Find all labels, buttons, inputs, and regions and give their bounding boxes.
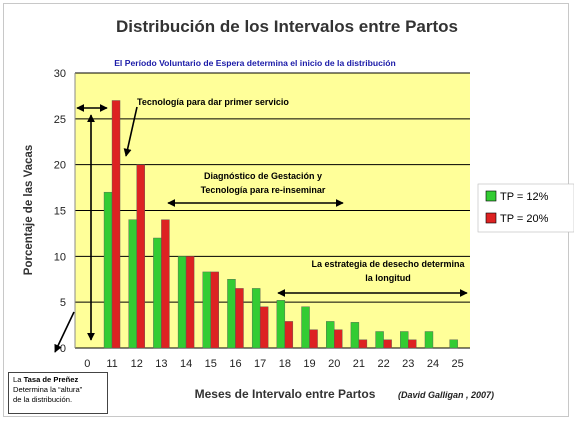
- y-axis-label: Porcentaje de las Vacas: [23, 145, 35, 275]
- bar-tp12-25: [449, 339, 458, 349]
- y-tick-label: 20: [54, 160, 66, 172]
- pregnancy-rate-note: La Tasa de Preñez Determina la “altura” …: [8, 372, 108, 414]
- legend: TP = 12% TP = 20%: [477, 183, 574, 233]
- chart-subtitle: El Período Voluntario de Espera determin…: [114, 58, 396, 68]
- bar-group: [103, 100, 458, 349]
- bar-tp20-18: [284, 321, 294, 349]
- bar-tp12-22: [375, 331, 384, 349]
- y-tick-labels: 0 5 10 15 20 25 30: [54, 68, 66, 355]
- annotation-culling-strategy-2: la longitud: [365, 273, 411, 283]
- bar-tp12-11: [103, 191, 113, 349]
- y-tick-label: 15: [54, 206, 66, 218]
- legend-swatch-tp20: [485, 212, 497, 224]
- annotation-pregnancy-diagnosis-2: Tecnología para re-inseminar: [201, 185, 326, 195]
- x-tick-label: 20: [328, 358, 340, 370]
- x-tick-label: 17: [254, 358, 266, 370]
- note-line2: Determina la “altura”: [13, 385, 83, 394]
- bar-tp20-20: [334, 329, 343, 349]
- bar-tp12-12: [128, 219, 137, 349]
- x-tick-label: 21: [353, 358, 365, 370]
- bar-tp12-18: [276, 300, 286, 349]
- bar-tp12-20: [326, 321, 335, 349]
- bar-tp20-12: [136, 164, 145, 349]
- y-tick-label: 25: [54, 114, 66, 126]
- x-axis-label: Meses de Intervalo entre Partos: [195, 387, 376, 401]
- bar-tp12-21: [350, 322, 360, 349]
- bar-tp12-15: [202, 271, 211, 349]
- x-tick-label: 19: [303, 358, 315, 370]
- y-tick-label: 30: [54, 68, 66, 80]
- bar-tp20-19: [309, 329, 318, 349]
- legend-swatch-tp12: [485, 190, 497, 202]
- bar-tp12-24: [424, 331, 434, 349]
- first-service-arrow: [123, 106, 138, 157]
- x-tick-label: 0: [84, 358, 90, 370]
- x-tick-labels: 0 11 12 13 14 15 16 17 18 19 20 21 22 23 24 25: [84, 358, 464, 370]
- bar-tp20-11: [111, 100, 121, 349]
- bar-tp20-17: [259, 306, 269, 349]
- x-tick-label: 23: [402, 358, 414, 370]
- bar-tp12-16: [227, 279, 236, 349]
- x-tick-label: 25: [452, 358, 464, 370]
- bar-tp20-21: [358, 339, 368, 349]
- x-tick-label: 16: [229, 358, 241, 370]
- x-tick-label: 22: [377, 358, 389, 370]
- x-tick-label: 15: [205, 358, 217, 370]
- x-tick-label: 12: [131, 358, 143, 370]
- bar-tp20-23: [408, 339, 417, 349]
- bar-tp20-13: [161, 219, 170, 349]
- y-tick-label: 10: [54, 251, 66, 263]
- legend-label-tp20: TP = 20%: [500, 213, 549, 225]
- annotation-first-service: Tecnología para dar primer servicio: [137, 97, 289, 107]
- y-tick-label: 5: [60, 297, 66, 309]
- bar-tp20-22: [383, 339, 392, 349]
- legend-label-tp12: TP = 12%: [500, 191, 549, 203]
- x-tick-label: 13: [155, 358, 167, 370]
- bar-tp12-17: [251, 288, 261, 349]
- bar-tp12-23: [400, 331, 409, 349]
- x-tick-label: 24: [427, 358, 439, 370]
- y-tick-label: 0: [60, 343, 66, 355]
- bar-tp20-16: [235, 288, 244, 349]
- note-line1-prefix: La: [13, 375, 24, 384]
- bar-tp20-14: [185, 256, 195, 349]
- pregnancy-rate-arrow: [54, 311, 75, 353]
- bar-tp12-14: [177, 256, 187, 349]
- x-tick-label: 11: [106, 358, 117, 370]
- annotation-pregnancy-diagnosis-1: Diagnóstico de Gestación y: [204, 171, 322, 181]
- bar-tp20-15: [210, 271, 219, 349]
- x-tick-label: 14: [180, 358, 192, 370]
- bar-tp12-13: [153, 237, 162, 349]
- chart-title: Distribución de los Intervalos entre Par…: [116, 17, 458, 36]
- note-line3: de la distribución.: [13, 395, 73, 404]
- x-tick-label: 18: [279, 358, 291, 370]
- annotation-culling-strategy-1: La estrategia de desecho determina: [311, 259, 465, 269]
- x-axis-source-note: (David Galligan , 2007): [398, 390, 494, 400]
- bar-tp12-19: [301, 306, 310, 349]
- note-pregnancy-rate: Tasa de Preñez: [23, 375, 79, 384]
